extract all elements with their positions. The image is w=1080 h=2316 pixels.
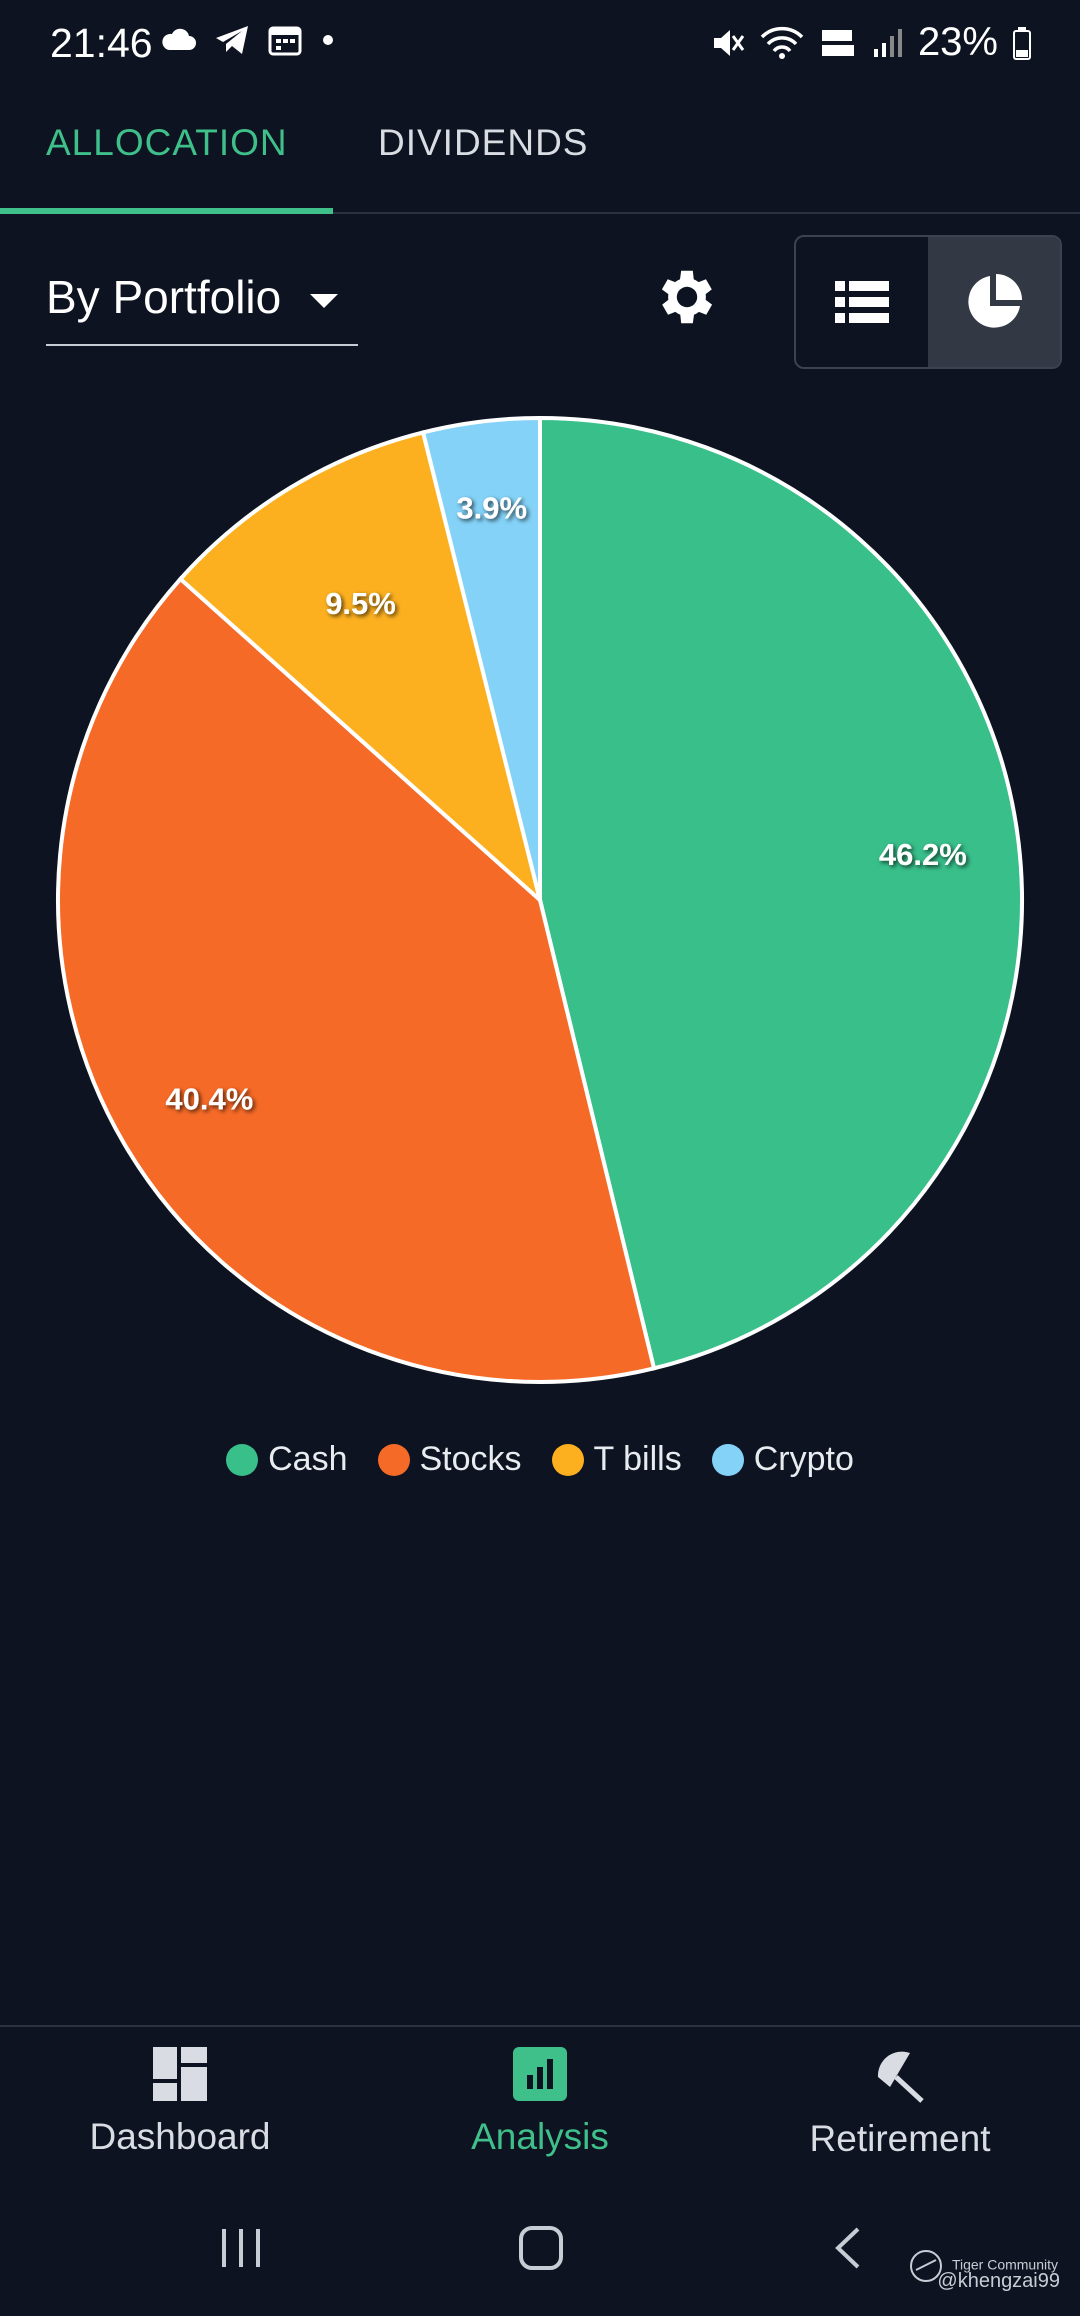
chart-view-button[interactable] (928, 237, 1060, 367)
legend-label: Stocks (419, 1440, 522, 1478)
system-status-icons: 23% (710, 20, 1032, 65)
retirement-umbrella-icon (877, 2051, 924, 2103)
legend-dot (377, 1443, 410, 1476)
nav-analysis[interactable]: Analysis (390, 2047, 690, 2158)
list-icon (835, 281, 889, 323)
settings-button[interactable] (652, 262, 722, 332)
wifi-icon (760, 26, 804, 59)
cloud-icon (162, 28, 196, 50)
dashboard-icon (153, 2047, 207, 2101)
active-tab-indicator (0, 208, 333, 214)
tab-bar: ALLOCATION DIVIDENDS (0, 100, 1080, 214)
nav-retirement[interactable]: Retirement (750, 2047, 1050, 2160)
gear-icon (661, 270, 713, 324)
dot-icon (323, 35, 333, 45)
recent-apps-icon[interactable] (218, 2225, 264, 2271)
pie-slice-stocks[interactable] (56, 576, 657, 1384)
tiger-logo-icon (910, 2250, 943, 2282)
watermark-brand-text: Tiger Community (951, 2256, 1058, 2273)
legend-dot (551, 1443, 584, 1476)
pie-label-t-bills: 9.5% (325, 586, 396, 621)
legend-item-cash[interactable]: Cash (226, 1440, 348, 1479)
pie-label-stocks: 40.4% (165, 1081, 253, 1116)
pie-chart-svg: 46.2% 40.4% 9.5% 3.9% (56, 415, 1024, 1384)
nav-retirement-label: Retirement (809, 2118, 991, 2159)
volte-icon (821, 29, 854, 56)
notification-icons (160, 24, 336, 56)
pie-slice-crypto[interactable] (420, 415, 542, 901)
chart-legend: Cash Stocks T bills Crypto (0, 1440, 1080, 1479)
nav-analysis-label: Analysis (471, 2116, 609, 2157)
tab-dividends[interactable]: DIVIDENDS (378, 122, 589, 163)
legend-dot (711, 1443, 744, 1476)
pie-label-cash: 46.2% (879, 837, 967, 872)
portfolio-select[interactable]: By Portfolio (46, 262, 358, 346)
legend-dot (226, 1443, 259, 1476)
legend-item-t-bills[interactable]: T bills (551, 1440, 682, 1479)
nav-dashboard-label: Dashboard (89, 2116, 271, 2157)
analysis-icon (513, 2047, 567, 2101)
home-icon[interactable] (518, 2225, 564, 2271)
legend-label: T bills (593, 1440, 682, 1478)
caret-down-icon (310, 294, 338, 308)
allocation-pie-chart: 46.2% 40.4% 9.5% 3.9% (0, 395, 1080, 1415)
signal-icon (873, 28, 902, 57)
legend-label: Crypto (753, 1440, 854, 1478)
nav-dashboard[interactable]: Dashboard (30, 2047, 330, 2158)
battery-icon (1013, 26, 1031, 60)
pie-slice-t-bills[interactable] (177, 429, 544, 906)
pie-label-crypto: 3.9% (456, 491, 527, 526)
portfolio-select-value: By Portfolio (46, 271, 282, 323)
legend-item-stocks[interactable]: Stocks (377, 1440, 522, 1479)
legend-item-crypto[interactable]: Crypto (711, 1440, 854, 1479)
view-toggle (794, 235, 1062, 369)
pie-slice-cash[interactable] (538, 415, 1024, 1371)
watermark-handle: @khengzai99 (937, 2270, 1060, 2292)
tab-allocation[interactable]: ALLOCATION (46, 122, 288, 163)
legend-label: Cash (268, 1440, 348, 1478)
calendar-icon (268, 26, 302, 56)
status-time: 21:46 (50, 20, 153, 66)
list-view-button[interactable] (796, 237, 928, 367)
telegram-icon (216, 26, 248, 54)
watermark-brand: Tiger Community (908, 2248, 1058, 2284)
battery-percent: 23% (917, 20, 998, 64)
bottom-nav: Dashboard Analysis Retirement (0, 2025, 1080, 2197)
system-nav-bar (0, 2195, 1080, 2316)
status-bar: 21:46 23% (0, 0, 1080, 95)
mute-icon (713, 29, 745, 56)
pie-chart-icon (968, 274, 1022, 328)
back-icon[interactable] (830, 2225, 866, 2271)
